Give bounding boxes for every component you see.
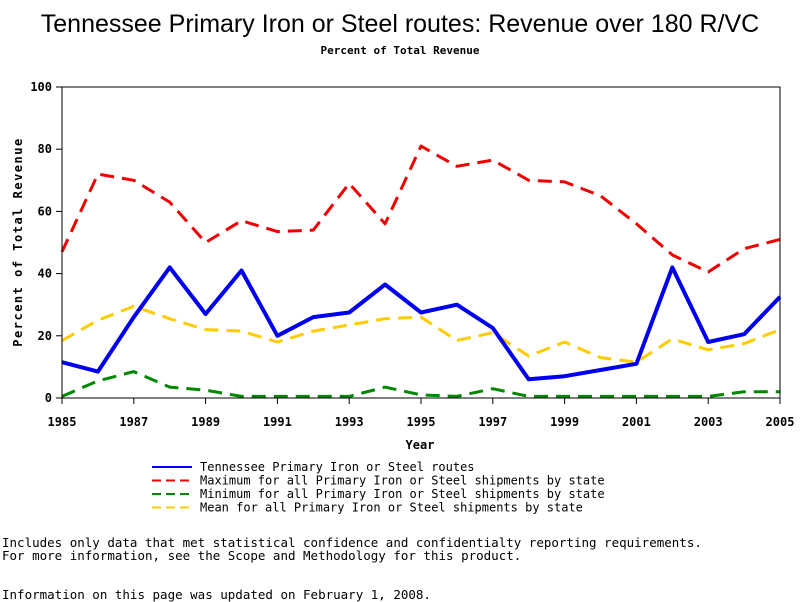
y-tick-label: 40 bbox=[38, 267, 52, 281]
x-tick-label: 1999 bbox=[550, 415, 579, 429]
note-confidence: Includes only data that met statistical … bbox=[2, 535, 702, 550]
note-methodology: For more information, see the Scope and … bbox=[2, 548, 522, 563]
x-tick-label: 1995 bbox=[407, 415, 436, 429]
x-tick-label: 1997 bbox=[478, 415, 507, 429]
chart-title: Tennessee Primary Iron or Steel routes: … bbox=[41, 10, 759, 38]
y-tick-label: 100 bbox=[30, 80, 52, 94]
x-tick-label: 2005 bbox=[766, 415, 795, 429]
legend-label: Tennessee Primary Iron or Steel routes bbox=[200, 460, 475, 474]
plot-frame bbox=[61, 86, 781, 399]
series-line-mean-for-all-primary-iron-or-steel-shipments-by-state bbox=[61, 304, 781, 364]
y-tick-label: 0 bbox=[45, 391, 52, 405]
y-tick-label: 60 bbox=[38, 204, 52, 218]
x-axis-label: Year bbox=[406, 438, 435, 452]
y-axis-label: Percent of Total Revenue bbox=[11, 137, 25, 346]
x-tick-label: 1987 bbox=[119, 415, 148, 429]
x-tick-label: 2003 bbox=[694, 415, 723, 429]
y-tick-label: 20 bbox=[38, 329, 52, 343]
x-axis: 1985 1987 1989 1991 1993 1995 1997 1999 2001 2003… bbox=[48, 398, 795, 429]
x-tick-label: 2001 bbox=[622, 415, 651, 429]
note-updated: Information on this page was updated on … bbox=[2, 587, 431, 602]
y-axis: 0 20 40 60 80 100 bbox=[30, 80, 62, 405]
x-tick-label: 1985 bbox=[48, 415, 77, 429]
series-line-minimum-for-all-primary-iron-or-steel-shipments-by-state bbox=[61, 370, 780, 398]
series-line-tennessee-primary-iron-or-steel-routes bbox=[61, 265, 782, 382]
legend: Tennessee Primary Iron or Steel routesMa… bbox=[152, 460, 605, 515]
legend-label: Maximum for all Primary Iron or Steel sh… bbox=[200, 474, 605, 488]
x-tick-label: 1993 bbox=[335, 415, 364, 429]
x-tick-label: 1991 bbox=[263, 415, 292, 429]
y-tick-label: 80 bbox=[38, 142, 52, 156]
legend-label: Mean for all Primary Iron or Steel shipm… bbox=[200, 501, 583, 515]
series-lines bbox=[60, 144, 782, 398]
legend-label: Minimum for all Primary Iron or Steel sh… bbox=[200, 487, 605, 501]
series-line-maximum-for-all-primary-iron-or-steel-shipments-by-state bbox=[60, 144, 781, 274]
x-tick-label: 1989 bbox=[191, 415, 220, 429]
chart-subtitle: Percent of Total Revenue bbox=[321, 44, 480, 57]
